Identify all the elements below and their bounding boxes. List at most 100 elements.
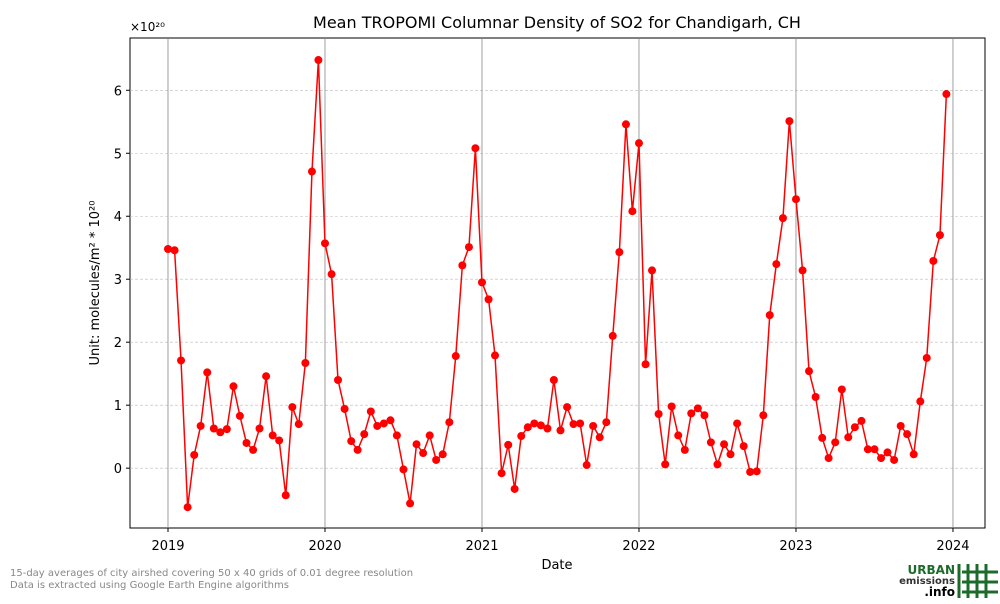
- data-point: [340, 404, 349, 413]
- data-point: [791, 195, 800, 204]
- y-tick-label: 3: [114, 273, 122, 288]
- data-point: [929, 256, 938, 265]
- data-point: [307, 167, 316, 176]
- data-point: [903, 430, 912, 439]
- data-point: [916, 397, 925, 406]
- data-point: [445, 418, 454, 427]
- data-point: [877, 454, 886, 463]
- data-point: [543, 424, 552, 433]
- data-point: [320, 239, 329, 248]
- data-point: [805, 367, 814, 376]
- data-point: [883, 448, 892, 457]
- data-point: [209, 424, 218, 433]
- data-point: [824, 454, 833, 463]
- data-point: [798, 266, 807, 275]
- data-point: [850, 423, 859, 432]
- data-point: [314, 56, 323, 65]
- data-point: [844, 433, 853, 442]
- data-point: [379, 419, 388, 428]
- data-point: [412, 440, 421, 449]
- logo-text: .info: [924, 585, 955, 599]
- data-point: [628, 207, 637, 216]
- data-point: [608, 331, 617, 340]
- data-point: [765, 311, 774, 320]
- plot-frame: [129, 37, 986, 529]
- data-point: [406, 499, 415, 508]
- data-point: [648, 266, 657, 275]
- y-tick-label: 2: [114, 336, 122, 351]
- data-point: [615, 248, 624, 257]
- data-point: [523, 423, 532, 432]
- data-point: [922, 353, 931, 362]
- y-tick-label: 0: [114, 462, 122, 477]
- data-point: [739, 442, 748, 451]
- data-point: [163, 244, 172, 253]
- data-point: [366, 407, 375, 416]
- data-point: [909, 450, 918, 459]
- data-point: [425, 431, 434, 440]
- data-point: [229, 382, 238, 391]
- y-tick-label: 1: [114, 399, 122, 414]
- data-point: [706, 438, 715, 447]
- data-point: [170, 246, 179, 255]
- footnote: 15-day averages of city airshed covering…: [10, 568, 413, 579]
- data-point: [576, 419, 585, 428]
- data-point: [654, 410, 663, 419]
- data-point: [569, 420, 578, 429]
- data-point: [281, 491, 290, 500]
- data-point: [661, 460, 670, 469]
- data-point: [451, 352, 460, 361]
- x-axis-label: Date: [541, 558, 572, 573]
- data-point: [504, 440, 513, 449]
- data-point: [301, 358, 310, 367]
- data-point: [811, 392, 820, 401]
- data-point: [334, 375, 343, 384]
- data-point: [386, 416, 395, 425]
- data-point: [517, 432, 526, 441]
- logo-text: emissions: [899, 576, 955, 587]
- data-point: [235, 411, 244, 420]
- data-point: [700, 411, 709, 420]
- x-tick-label: 2020: [308, 539, 341, 554]
- data-point: [870, 445, 879, 454]
- data-point: [863, 445, 872, 454]
- data-point: [713, 460, 722, 469]
- logo-text: URBAN: [908, 563, 955, 577]
- data-point: [222, 425, 231, 434]
- data-point: [746, 467, 755, 476]
- data-point: [360, 430, 369, 439]
- data-point: [720, 440, 729, 449]
- data-point: [190, 450, 199, 459]
- data-point: [785, 117, 794, 126]
- offset-label: ×10²⁰: [130, 20, 165, 34]
- data-point: [693, 404, 702, 413]
- footnote: Data is extracted using Google Earth Eng…: [10, 580, 289, 591]
- y-tick-label: 5: [114, 147, 122, 162]
- data-point: [759, 411, 768, 420]
- data-point: [857, 416, 866, 425]
- data-point: [556, 426, 565, 435]
- data-point: [177, 356, 186, 365]
- x-tick-label: 2024: [936, 539, 969, 554]
- data-point: [242, 438, 251, 447]
- data-point: [497, 469, 506, 478]
- data-point: [602, 418, 611, 427]
- data-point: [491, 351, 500, 360]
- data-point: [582, 461, 591, 470]
- data-point: [216, 428, 225, 437]
- chart-title: Mean TROPOMI Columnar Density of SO2 for…: [313, 13, 801, 32]
- data-point: [726, 450, 735, 459]
- data-point: [942, 90, 951, 99]
- x-tick-label: 2022: [622, 539, 655, 554]
- data-point: [589, 421, 598, 430]
- data-point: [641, 360, 650, 369]
- data-point: [510, 484, 519, 493]
- data-point: [392, 431, 401, 440]
- data-point: [536, 421, 545, 430]
- data-point: [549, 375, 558, 384]
- data-point: [484, 295, 493, 304]
- data-point: [294, 420, 303, 429]
- data-point: [687, 409, 696, 418]
- data-point: [255, 424, 264, 433]
